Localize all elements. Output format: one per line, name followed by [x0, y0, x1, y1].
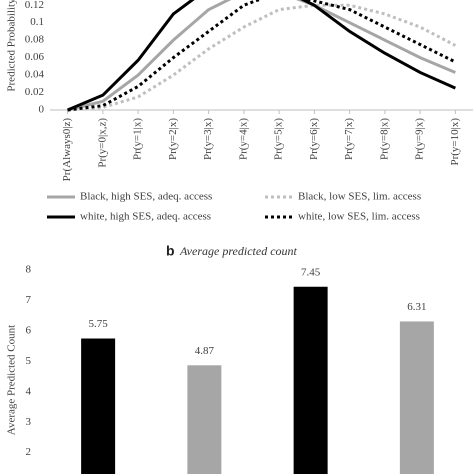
- y-tick-label: 0.02: [25, 86, 44, 98]
- y-tick-label: 3: [26, 416, 32, 428]
- x-tick-label: Pr(y=0|x,z): [96, 118, 108, 168]
- legend-label: Black, low SES, lim. access: [298, 191, 421, 203]
- y-tick-label: 4: [26, 385, 32, 397]
- y-tick-label: 5: [26, 355, 32, 367]
- x-tick-label: Pr(y=5|x): [273, 118, 285, 160]
- x-tick-label: Pr(y=8|x): [378, 118, 390, 160]
- bar: [399, 321, 434, 474]
- x-tick-label: Pr(Always0|z): [61, 118, 73, 182]
- value-label: 4.87: [195, 345, 215, 357]
- y-tick-label: 0: [39, 104, 45, 116]
- series-line: [67, 0, 457, 112]
- y-tick-label: 0.1: [30, 16, 44, 28]
- y-axis-label: Average Predicted Count: [6, 325, 18, 435]
- legend-label: white, low SES, lim. access: [298, 211, 420, 223]
- y-tick-label: 0.06: [25, 51, 45, 63]
- value-label: 6.31: [407, 301, 426, 313]
- chart-title: Average predicted count: [179, 244, 298, 258]
- x-tick-label: Pr(y=10|x): [449, 118, 461, 166]
- series-line: [67, 3, 457, 112]
- series-line: [67, 0, 456, 112]
- bar: [187, 365, 222, 474]
- x-tick-label: Pr(y=3|x): [202, 118, 214, 160]
- x-tick-label: Pr(y=2|x): [167, 118, 179, 160]
- y-axis-label: Predicted Probability: [6, 0, 18, 92]
- y-tick-label: 8: [26, 264, 32, 276]
- value-label: 5.75: [89, 318, 109, 330]
- panel-letter: b: [166, 243, 175, 259]
- series-line: [67, 0, 456, 112]
- bar: [81, 338, 116, 474]
- legend-label: white, high SES, adeq. access: [80, 211, 211, 223]
- x-tick-label: Pr(y=6|x): [308, 118, 320, 160]
- y-tick-label: 6: [26, 324, 32, 336]
- value-label: 7.45: [301, 266, 321, 278]
- y-tick-label: 0.04: [25, 69, 45, 81]
- legend-label: Black, high SES, adeq. access: [80, 191, 212, 203]
- bar: [293, 286, 328, 474]
- y-tick-label: 7: [26, 294, 32, 306]
- y-tick-label: 0.12: [25, 0, 44, 11]
- x-tick-label: Pr(y=1|x): [132, 118, 144, 160]
- y-tick-label: 0.08: [25, 34, 45, 46]
- x-tick-label: Pr(y=9|x): [414, 118, 426, 160]
- x-tick-label: Pr(y=7|x): [343, 118, 355, 160]
- x-tick-label: Pr(y=4|x): [237, 118, 249, 160]
- y-tick-label: 2: [26, 446, 32, 458]
